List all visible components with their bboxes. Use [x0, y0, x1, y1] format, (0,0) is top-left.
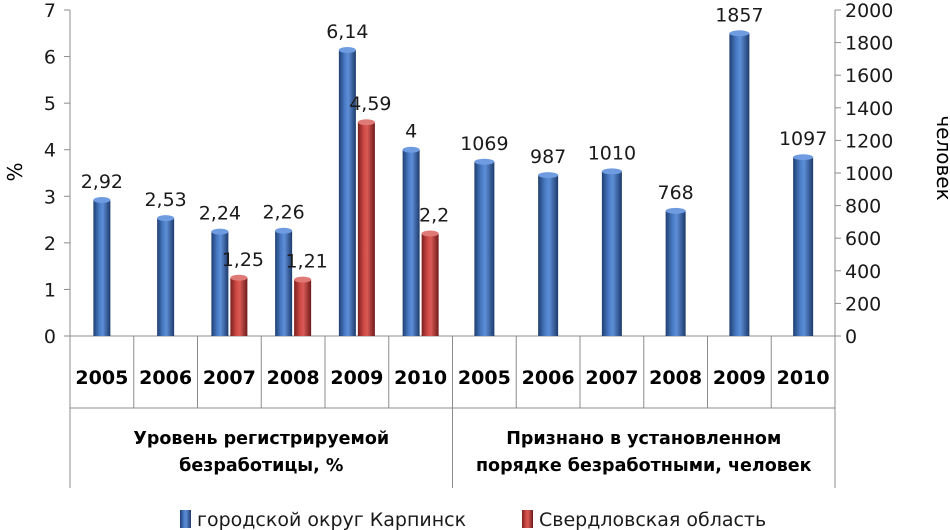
right-tick-label: 2000 [845, 0, 893, 22]
axes-layer: 0 1 2 3 4 5 6 7 0 200 400 600 800 1000 1200 1400 1600 180… [3, 0, 950, 488]
bar-sverdlovsk-percent [421, 233, 439, 336]
category-label: 2005 [75, 367, 128, 389]
bar-karpinsk-percent [211, 231, 229, 336]
bar-karpinsk-persons [474, 161, 495, 336]
data-label-karpinsk-persons: 1069 [460, 133, 508, 155]
bar-cap [601, 168, 622, 175]
category-label: 2006 [139, 367, 192, 389]
left-axis-title: % [3, 162, 27, 181]
bar-cap [157, 215, 175, 222]
left-tick-label: 0 [44, 326, 56, 348]
right-tick-label: 800 [845, 196, 881, 218]
group-label: Признано в установленном [506, 429, 781, 449]
bar-karpinsk-persons [793, 157, 814, 336]
legend-swatch [180, 510, 191, 528]
bar-karpinsk-persons [538, 175, 559, 336]
right-tick-label: 200 [845, 293, 881, 315]
category-label: 2007 [585, 367, 638, 389]
legend-swatch [522, 510, 533, 528]
group-label: безработицы, % [179, 456, 343, 476]
bar-cap [474, 158, 495, 165]
data-label-karpinsk-persons: 1857 [715, 4, 763, 26]
bar-cap [421, 230, 439, 237]
bar-cap [275, 227, 293, 234]
legend-label: Свердловская область [539, 509, 766, 530]
bar-cap [294, 276, 312, 283]
data-label-karpinsk-persons: 1097 [779, 128, 827, 150]
bar-cap [211, 228, 229, 235]
category-label: 2008 [267, 367, 320, 389]
data-label-sverdlovsk-percent: 2,2 [419, 205, 449, 227]
bar-cap [793, 154, 814, 161]
bar-cap [357, 119, 375, 126]
category-label: 2008 [649, 367, 702, 389]
data-label-karpinsk-percent: 4 [405, 121, 417, 143]
category-label: 2010 [394, 367, 447, 389]
left-tick-label: 2 [44, 233, 56, 255]
left-tick-label: 6 [44, 47, 56, 69]
bar-cap [402, 146, 420, 153]
group-label: порядке безработными, человек [476, 456, 812, 476]
data-label-karpinsk-percent: 6,14 [326, 21, 368, 43]
bar-karpinsk-percent [275, 230, 293, 336]
category-label: 2010 [777, 367, 830, 389]
legend: городской округ Карпинск Свердловская обл… [180, 509, 766, 530]
category-label: 2007 [203, 367, 256, 389]
labels-layer: 20052,9220062,5320072,241,2520082,261,21… [75, 4, 829, 476]
bar-karpinsk-persons [601, 171, 622, 336]
bar-cap [93, 197, 111, 204]
category-label: 2009 [330, 367, 383, 389]
right-tick-label: 600 [845, 228, 881, 250]
bar-karpinsk-percent [93, 200, 111, 336]
data-label-karpinsk-percent: 2,26 [262, 202, 304, 224]
right-tick-label: 400 [845, 261, 881, 283]
bar-karpinsk-percent [338, 50, 356, 337]
right-tick-label: 0 [845, 326, 857, 348]
right-tick-label: 1800 [845, 33, 893, 55]
data-label-karpinsk-percent: 2,24 [199, 203, 241, 225]
category-label: 2006 [522, 367, 575, 389]
left-tick-label: 1 [44, 279, 56, 301]
data-label-karpinsk-persons: 768 [657, 182, 693, 204]
bars-layer [93, 30, 814, 337]
bar-karpinsk-percent [157, 218, 175, 336]
data-label-sverdlovsk-percent: 4,59 [349, 93, 391, 115]
data-label-sverdlovsk-percent: 1,21 [285, 251, 327, 273]
bar-cap [230, 274, 248, 281]
category-label: 2005 [458, 367, 511, 389]
bar-cap [665, 207, 686, 214]
category-label: 2009 [713, 367, 766, 389]
bar-sverdlovsk-percent [230, 277, 248, 336]
legend-label: городской округ Карпинск [197, 509, 466, 530]
data-label-sverdlovsk-percent: 1,25 [222, 249, 264, 271]
bar-sverdlovsk-percent [357, 122, 375, 336]
left-tick-label: 4 [44, 140, 56, 162]
bar-cap [338, 47, 356, 54]
right-tick-label: 1000 [845, 163, 893, 185]
left-tick-label: 7 [44, 0, 56, 22]
left-tick-label: 5 [44, 93, 56, 115]
group-label: Уровень регистрируемой [133, 429, 389, 449]
right-tick-label: 1200 [845, 130, 893, 152]
data-label-karpinsk-persons: 1010 [588, 142, 636, 164]
bar-sverdlovsk-percent [294, 279, 312, 336]
bar-karpinsk-persons [665, 210, 686, 336]
data-label-karpinsk-persons: 987 [530, 146, 566, 168]
right-axis-title: человек [932, 115, 950, 200]
bar-cap [538, 172, 559, 179]
left-tick-label: 3 [44, 186, 56, 208]
bar-karpinsk-persons [729, 33, 750, 337]
right-tick-label: 1600 [845, 65, 893, 87]
right-tick-label: 1400 [845, 98, 893, 120]
data-label-karpinsk-percent: 2,53 [144, 189, 186, 211]
data-label-karpinsk-percent: 2,92 [81, 171, 123, 193]
bar-cap [729, 30, 750, 37]
bar-karpinsk-percent [402, 149, 420, 336]
